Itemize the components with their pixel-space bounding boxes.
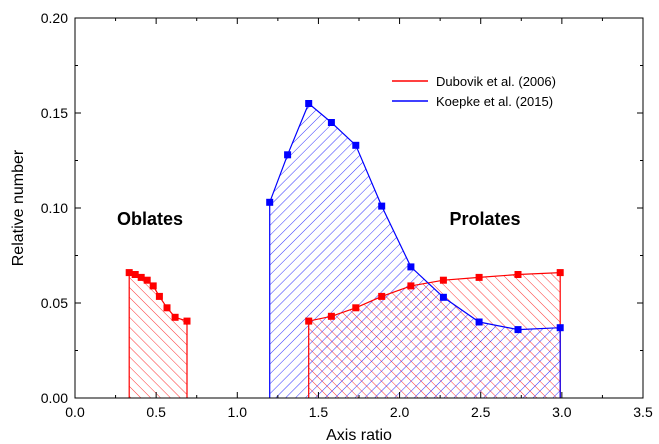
data-point-dubovik (352, 304, 360, 312)
data-point-dubovik (556, 269, 564, 277)
x-tick-label: 3.5 (633, 404, 653, 420)
data-point-dubovik (407, 282, 415, 290)
data-point-dubovik (163, 304, 171, 312)
x-axis-title: Axis ratio (326, 427, 392, 444)
x-tick-label: 0.0 (65, 404, 85, 420)
data-point-dubovik (137, 273, 145, 281)
data-point-dubovik (514, 271, 522, 278)
series-markers (125, 100, 564, 334)
legend-label-koepke: Koepke et al. (2015) (436, 94, 553, 109)
data-point-dubovik (131, 271, 139, 278)
data-point-koepke (284, 151, 292, 159)
data-point-dubovik (378, 292, 386, 300)
legend-label-dubovik: Dubovik et al. (2006) (436, 74, 556, 89)
x-tick-label: 2.0 (390, 404, 410, 420)
data-point-dubovik (125, 269, 133, 277)
data-point-dubovik (305, 317, 313, 325)
x-tick-label: 1.5 (309, 404, 329, 420)
y-tick-label: 0.15 (41, 105, 68, 121)
y-tick-label: 0.00 (41, 390, 68, 406)
legend: Dubovik et al. (2006) Koepke et al. (201… (392, 74, 556, 109)
data-point-koepke (556, 324, 564, 332)
x-tick-label: 3.0 (552, 404, 572, 420)
data-point-koepke (352, 141, 360, 149)
data-point-dubovik (143, 276, 151, 284)
hatch-area-dubovik-0 (129, 272, 187, 398)
data-point-koepke (378, 202, 386, 210)
y-axis-title: Relative number (10, 149, 27, 266)
y-tick-label: 0.20 (41, 10, 68, 26)
data-point-dubovik (149, 282, 157, 290)
data-point-koepke (266, 198, 274, 206)
data-point-dubovik (171, 313, 179, 321)
oblates-label: Oblates (117, 209, 183, 229)
data-point-koepke (514, 326, 522, 334)
data-point-dubovik (183, 317, 191, 325)
data-point-koepke (475, 318, 483, 326)
data-point-dubovik (327, 312, 335, 320)
prolates-label: Prolates (449, 209, 520, 229)
data-point-koepke (305, 100, 313, 107)
y-tick-label: 0.10 (41, 200, 68, 216)
data-point-dubovik (439, 276, 447, 284)
data-point-dubovik (475, 273, 483, 281)
y-axis-ticks: 0.00 0.05 0.10 0.15 0.20 (41, 10, 643, 406)
x-tick-label: 1.0 (228, 404, 248, 420)
x-tick-label: 2.5 (471, 404, 491, 420)
data-point-koepke (407, 263, 415, 271)
data-point-koepke (439, 293, 447, 301)
data-point-koepke (327, 119, 335, 126)
x-axis-ticks: 0.0 0.5 1.0 1.5 2.0 2.5 3.0 3.5 (65, 18, 653, 420)
x-tick-label: 0.5 (146, 404, 166, 420)
hatch-area-koepke-0 (269, 103, 561, 398)
hatched-fills (129, 103, 561, 398)
data-point-dubovik (155, 292, 163, 300)
y-tick-label: 0.05 (41, 295, 68, 311)
